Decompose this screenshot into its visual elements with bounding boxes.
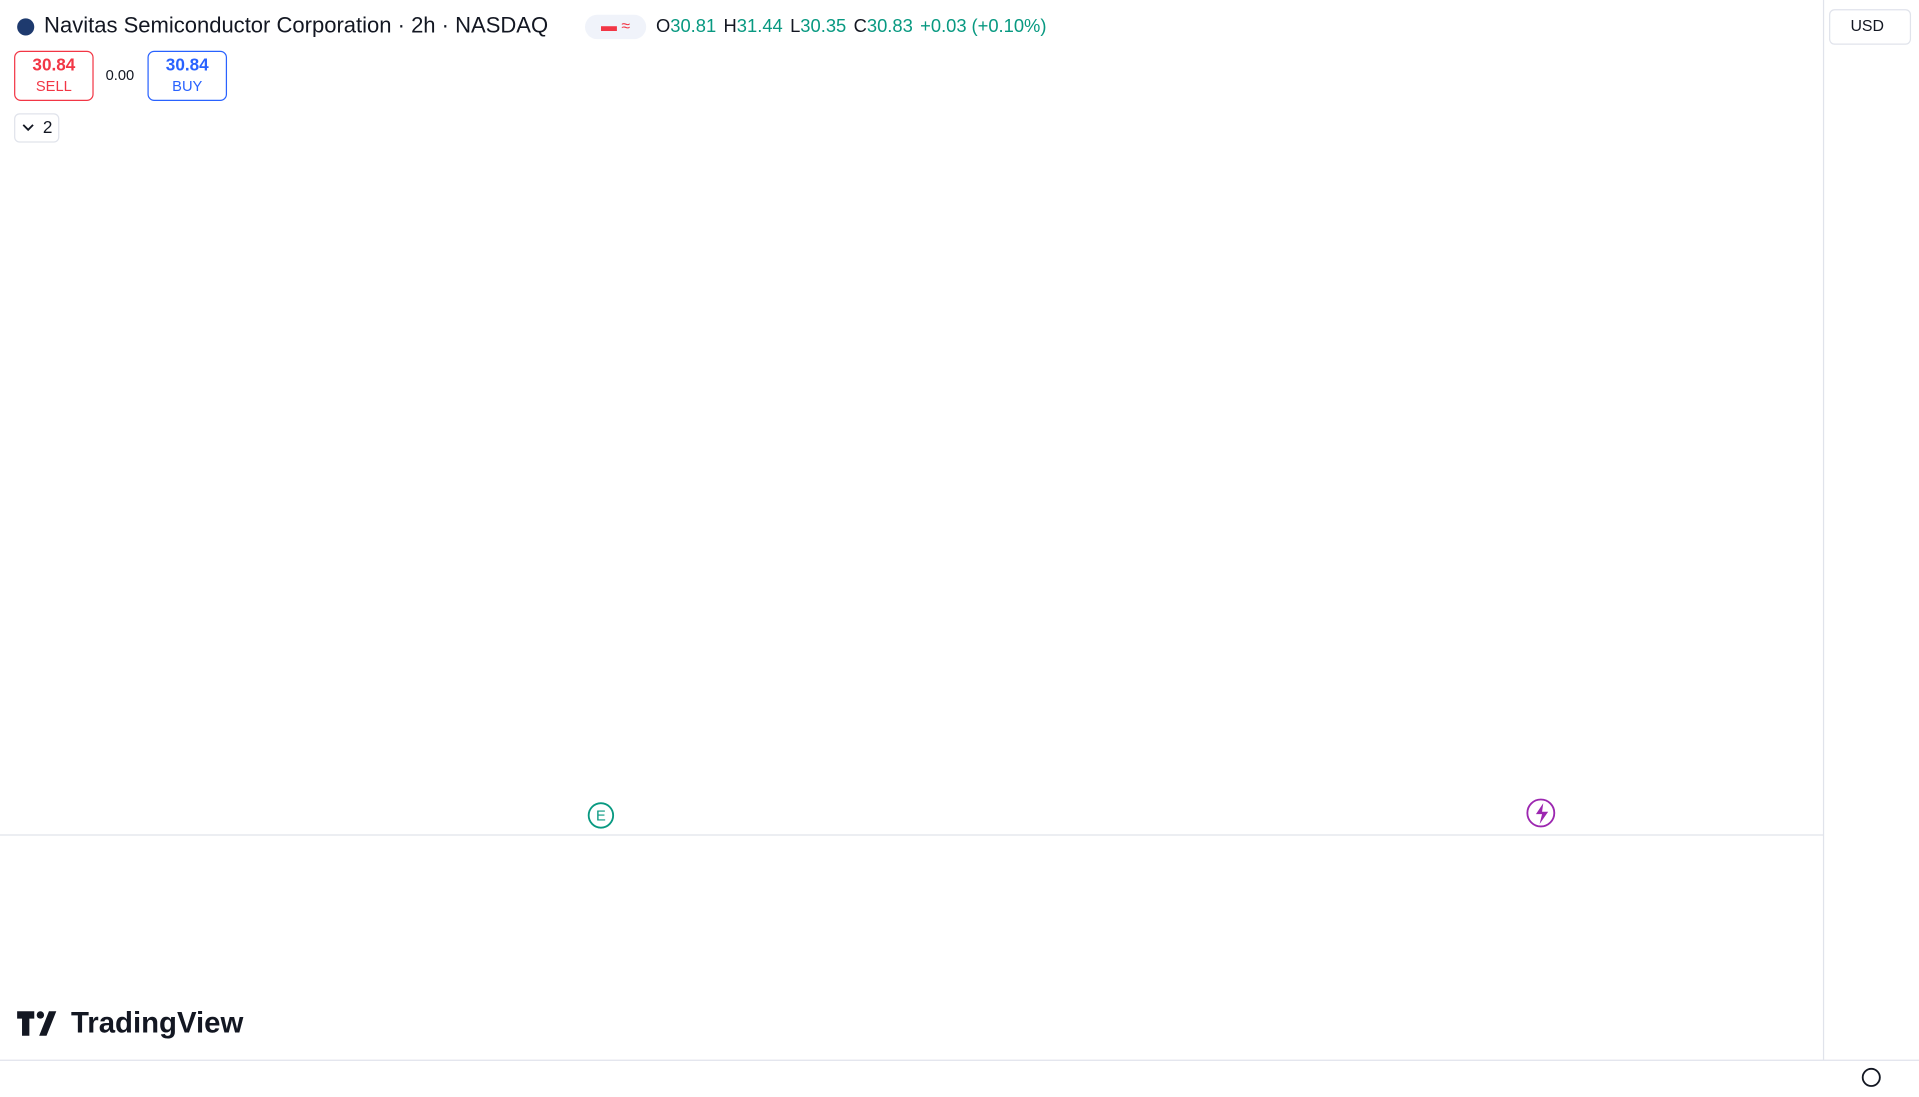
status-pill xyxy=(585,14,647,40)
indicators-count: 2 xyxy=(43,117,53,137)
ohlc-label: L xyxy=(790,15,800,36)
lightning xyxy=(1535,803,1549,824)
ohlc-label: H xyxy=(724,15,737,36)
sell-label: SELL xyxy=(36,79,72,95)
logo-icon xyxy=(36,1011,45,1019)
ohlc-label: C xyxy=(854,15,867,36)
spread: 0.00 xyxy=(106,68,135,84)
chevron-icon xyxy=(22,124,34,132)
buy-button[interactable] xyxy=(147,50,228,102)
logo-icon xyxy=(17,1011,57,1036)
currency-button[interactable] xyxy=(1829,9,1912,45)
sell-button[interactable] xyxy=(14,50,94,102)
sell-price: 30.84 xyxy=(32,55,75,75)
currency: USD xyxy=(1850,18,1884,35)
buy-price: 30.84 xyxy=(166,55,209,75)
settings-icon[interactable] xyxy=(1861,1067,1881,1087)
change: +0.03 xyxy=(920,15,966,36)
buy-label: BUY xyxy=(172,79,202,95)
ohlc-value: 30.35 xyxy=(800,15,846,36)
ohlc-value: 30.81 xyxy=(670,15,716,36)
ohlc-label: O xyxy=(656,15,670,36)
earnings-icon[interactable] xyxy=(587,802,615,829)
symbol-title[interactable]: Navitas Semiconductor Corporation · 2h ·… xyxy=(44,13,548,38)
change-pct: (+0.10%) xyxy=(972,15,1047,36)
logo: TradingView xyxy=(17,1007,244,1040)
ohlc-value: 31.44 xyxy=(737,15,783,36)
status-icon: ▬ ≈ xyxy=(601,18,630,35)
ohlc-value: 30.83 xyxy=(867,15,913,36)
logo-text: TradingView xyxy=(71,1007,244,1040)
indicators-toggle[interactable] xyxy=(14,113,60,143)
ohlc-legend: O30.81 H31.44 L30.35 C30.83 +0.03 (+0.10%) xyxy=(656,15,1047,36)
symbol-logo xyxy=(17,18,35,36)
earnings-icon-letter: E xyxy=(596,809,606,825)
